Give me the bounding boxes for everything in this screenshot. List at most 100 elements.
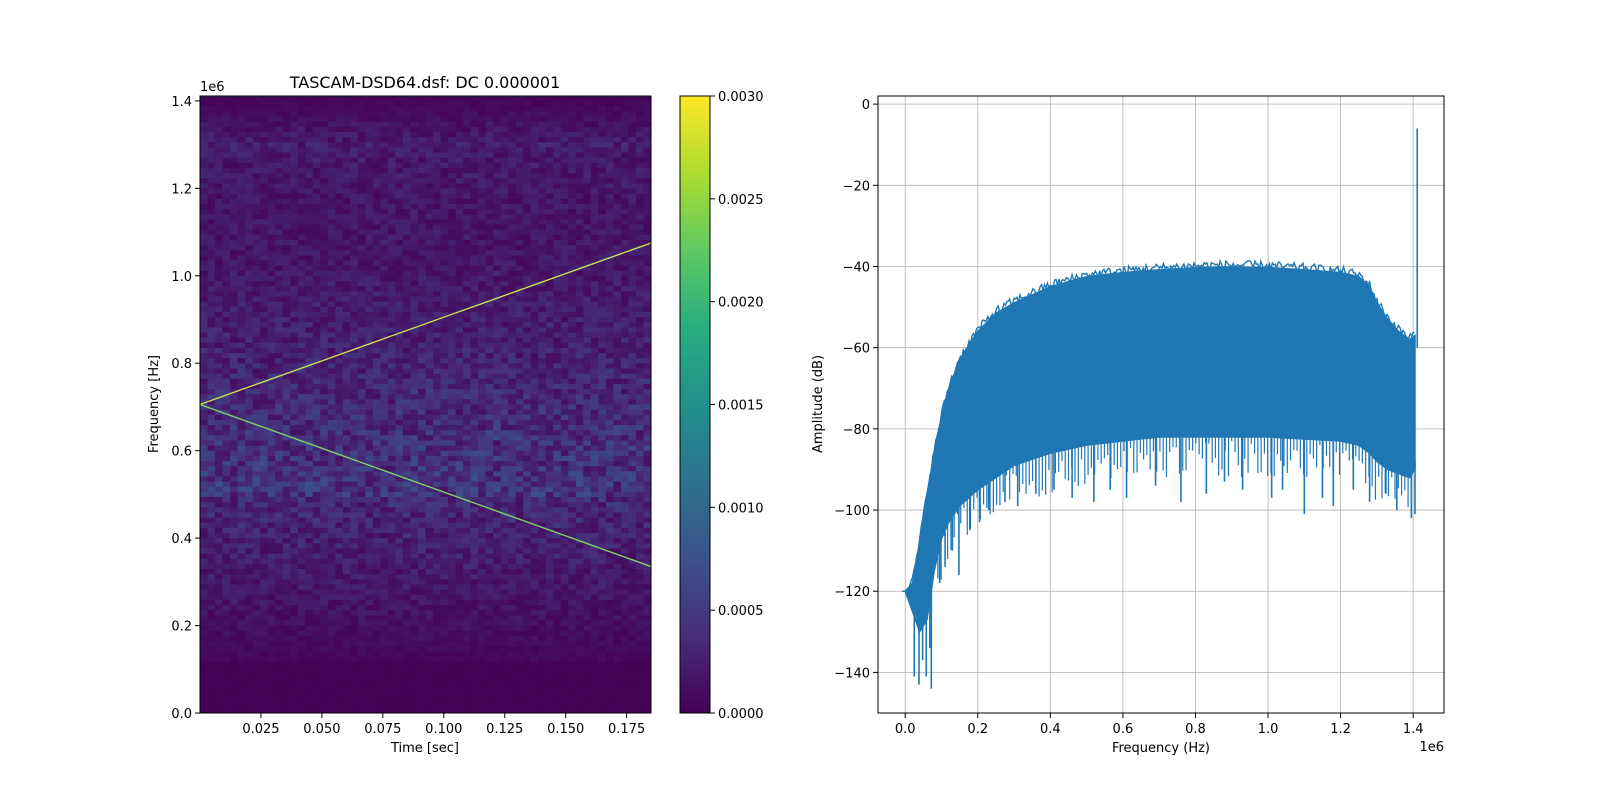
spectrogram-cell (538, 445, 547, 452)
spectrogram-cell (357, 229, 366, 236)
spectrogram-cell (538, 106, 547, 112)
spectrogram-cell (365, 409, 374, 416)
spectrogram-cell (523, 101, 532, 107)
spectrogram-cell (200, 383, 208, 390)
spectrogram-cell (613, 291, 622, 297)
spectrogram-cell (568, 301, 577, 308)
spectrogram-cell (545, 311, 554, 318)
spectrogram-cell (605, 450, 614, 457)
spectrogram-cell (290, 131, 299, 138)
spectrogram-cell (275, 173, 284, 179)
spectrogram-cell (433, 234, 441, 241)
spectrogram-cell (357, 311, 366, 318)
spectrogram-cell (252, 121, 261, 128)
spectrogram-cell (245, 106, 254, 112)
spectrogram-cell (402, 203, 411, 210)
spectrogram-cell (380, 425, 389, 431)
spectrogram-cell (267, 471, 276, 477)
spectrogram-cell (583, 306, 592, 313)
spectrogram-cell (568, 311, 577, 318)
spectrogram-cell (598, 188, 607, 195)
spectrogram-cell (342, 203, 351, 210)
spectrogram-cell (372, 260, 381, 267)
spectrogram-cell (245, 502, 254, 508)
spectrogram-cell (260, 512, 269, 519)
spectrogram-cell (590, 497, 599, 503)
spectrogram-cell (515, 137, 524, 143)
spectrogram-cell (628, 131, 637, 138)
spectrogram-cell (252, 106, 261, 112)
spectrogram-cell (530, 394, 539, 400)
spectrogram-cell (387, 234, 396, 241)
spectrogram-cell (478, 121, 487, 128)
spectrogram-cell (200, 147, 208, 153)
spectrogram-cell (357, 157, 366, 164)
spectrogram-cell (365, 229, 374, 236)
spectrogram-cell (290, 476, 299, 483)
spectrogram-cell (380, 332, 389, 339)
spectrogram-cell (387, 198, 396, 205)
spectrogram-cell (275, 332, 284, 339)
spectrogram-cell (215, 332, 223, 339)
spectrogram-cell (583, 383, 592, 390)
spectrogram-cell (605, 337, 614, 344)
spectrogram-cell (275, 512, 284, 519)
spectrogram-cell (605, 203, 614, 210)
spectrogram-cell (553, 296, 562, 303)
spectrogram-cell (260, 358, 269, 364)
spectrogram-cell (372, 347, 381, 354)
spectrogram-cell (215, 466, 223, 472)
spectrogram-cell (575, 311, 584, 318)
spectrogram-cell (387, 435, 396, 441)
spectrogram-cell (530, 358, 539, 364)
spectrogram-cell (275, 224, 284, 231)
spectrogram-cell (425, 358, 434, 364)
spectrogram-cell (628, 137, 637, 143)
spectrogram-cell (433, 347, 441, 354)
spectrogram-cell (410, 507, 419, 513)
spectrogram-cell (207, 491, 216, 498)
spectrogram-cell (327, 373, 336, 380)
spectrogram-cell (290, 347, 299, 354)
spectrogram-cell (500, 358, 509, 364)
spectrogram-cell (433, 430, 441, 436)
spectrogram-cell (387, 296, 396, 303)
spectrogram-cell (433, 491, 441, 498)
spectrogram-cell (433, 368, 441, 375)
spectrogram-cell (508, 347, 517, 354)
spectrogram-cell (230, 425, 238, 431)
spectrogram-cell (252, 440, 261, 447)
spectrogram-cell (335, 198, 344, 205)
spectrogram-cell (613, 152, 622, 159)
spectrogram-cell (245, 363, 254, 369)
spectrogram-cell (440, 332, 449, 339)
spectrogram-cell (200, 111, 208, 117)
spectrogram-cell (267, 219, 276, 225)
spectrogram-cell (297, 461, 306, 467)
spectrogram-cell (583, 162, 592, 169)
spectrogram-cell (410, 157, 419, 164)
spectrogram-cell (342, 167, 351, 174)
spectrogram-cell (530, 173, 539, 179)
spectrogram-cell (628, 347, 637, 354)
spectrogram-cell (643, 275, 651, 282)
spectrogram-cell (342, 121, 351, 128)
spectrogram-cell (410, 502, 419, 508)
spectrogram-cell (245, 445, 254, 452)
spectrogram-cell (515, 435, 524, 441)
spectrogram-cell (590, 178, 599, 184)
spectrogram-cell (635, 363, 644, 369)
spectrogram-cell (245, 183, 254, 189)
spectrogram-cell (290, 383, 299, 390)
spectrogram-cell (417, 404, 426, 411)
spectrogram-cell (545, 106, 554, 112)
spectrogram-cell (628, 275, 637, 282)
spectrogram-cell (335, 409, 344, 416)
spectrogram-cell (605, 214, 614, 220)
spectrogram-cell (252, 322, 261, 328)
spectrogram-cell (538, 486, 547, 493)
spectrogram-cell (560, 430, 569, 436)
spectrogram-cell (387, 250, 396, 256)
spectrogram-cell (395, 486, 404, 493)
spectrogram-cell (312, 286, 321, 292)
